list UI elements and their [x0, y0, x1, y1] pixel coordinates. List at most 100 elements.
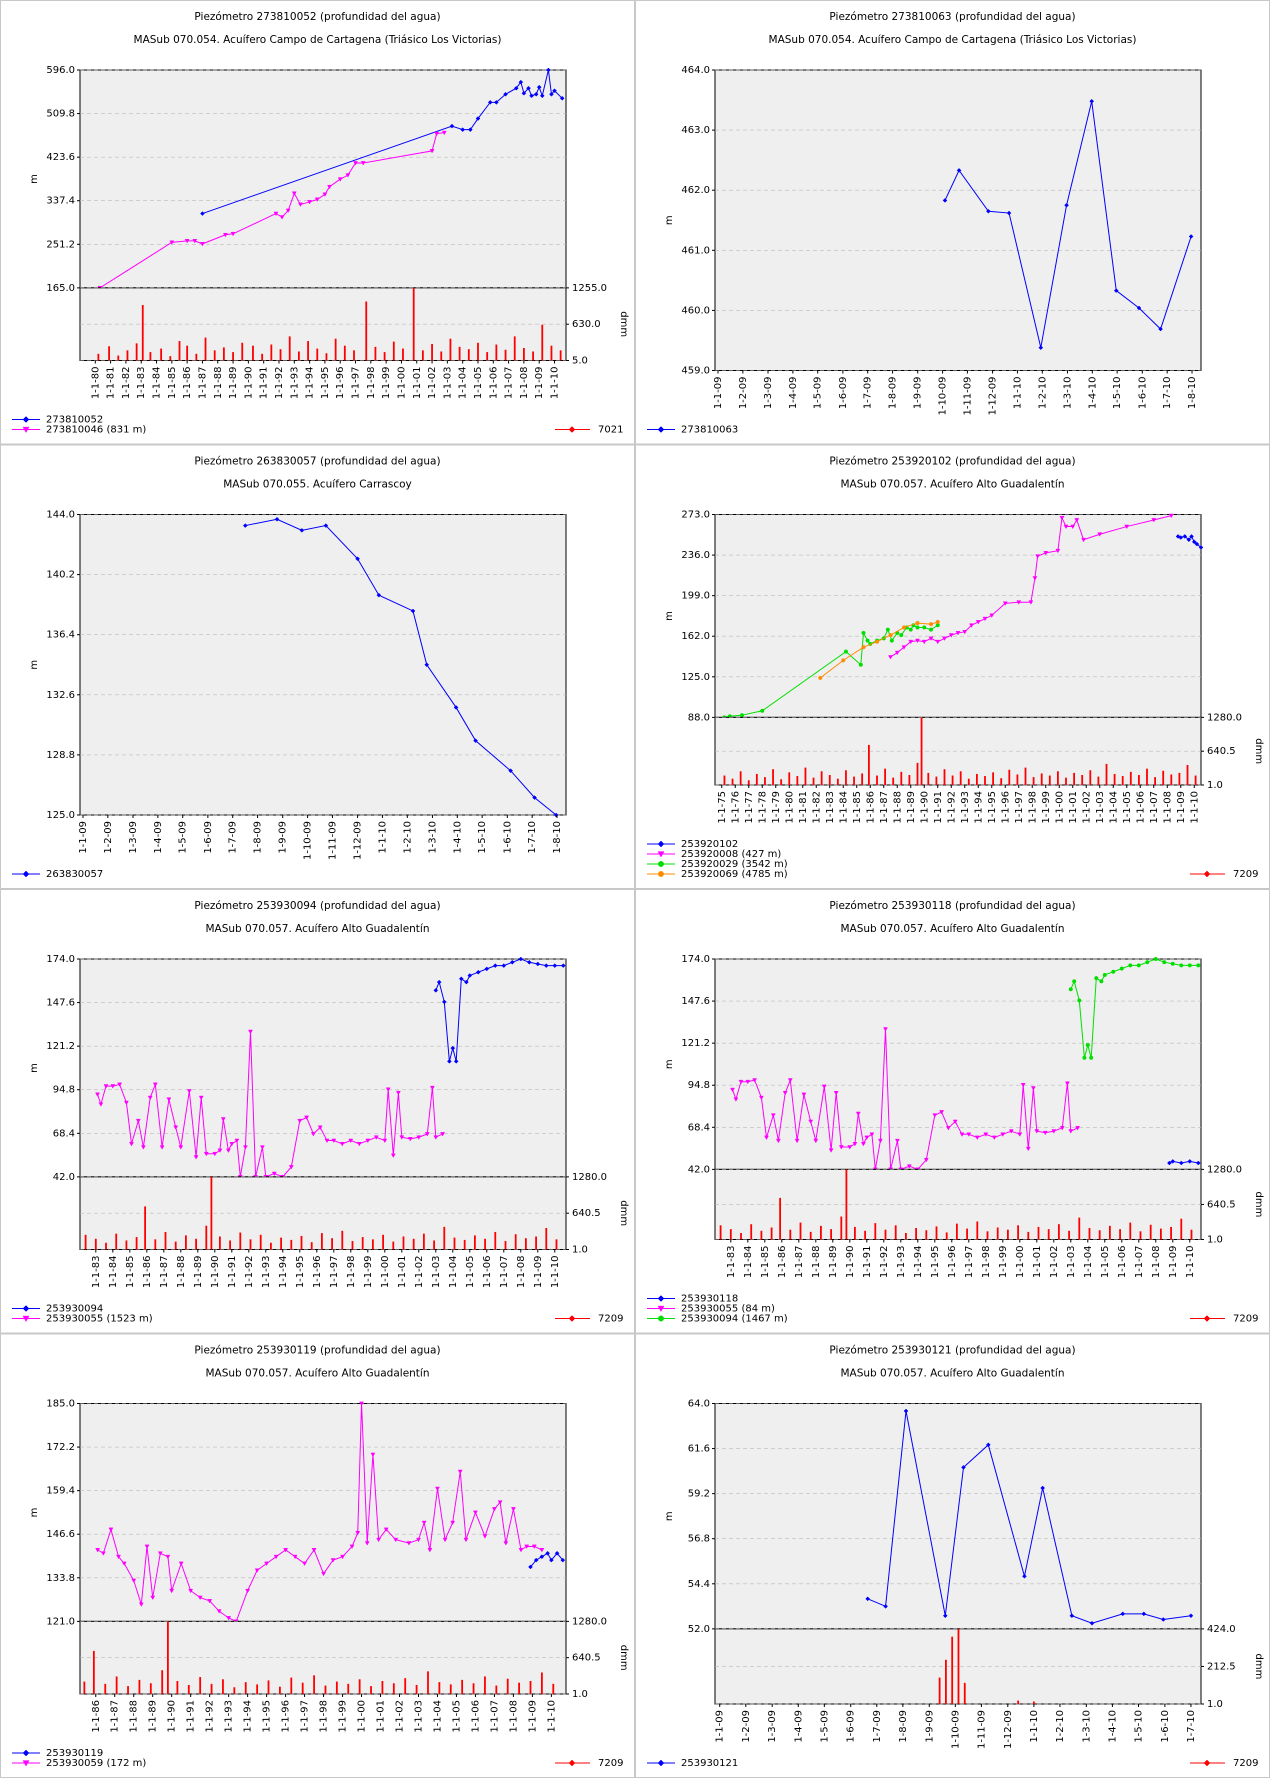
legend-swatch [657, 426, 665, 433]
precip-tick-label: 1280.0 [1207, 712, 1242, 723]
x-tick-label: 1-1-10 [1185, 1246, 1196, 1279]
plot-area [79, 514, 567, 816]
series-line [202, 69, 563, 215]
data-point [531, 1544, 537, 1549]
precip-bar [1190, 1229, 1193, 1240]
y-tick-label: 172.2 [46, 1442, 75, 1453]
data-point [1189, 534, 1194, 539]
x-tick-label: 1-1-85 [760, 1246, 771, 1279]
x-tick-label: 1-1-92 [946, 791, 957, 824]
precip-bar [1032, 1701, 1035, 1704]
x-tick-label: 1-3-10 [1081, 1710, 1092, 1743]
data-point [982, 616, 988, 622]
x-tick-label: 1-1-86 [865, 791, 876, 824]
data-point [311, 1548, 317, 1553]
precip-bar [135, 343, 138, 361]
x-tick-label: 1-1-88 [892, 791, 903, 824]
x-tick-label: 1-1-08 [508, 1700, 519, 1733]
data-point [435, 1486, 440, 1492]
precip-bar [443, 1226, 446, 1250]
data-point [166, 1097, 172, 1102]
precip-bar [1024, 767, 1027, 785]
data-point [424, 1132, 430, 1137]
data-point [395, 1090, 401, 1096]
x-tick-label: 1-11-09 [962, 377, 973, 416]
x-tick-label: 1-1-05 [451, 1700, 462, 1733]
data-point [393, 1537, 399, 1543]
precip-bar [955, 1223, 958, 1240]
precip-bar [117, 355, 120, 361]
data-point [324, 1138, 330, 1144]
x-tick-label: 1-8-09 [888, 377, 899, 410]
data-point [1059, 1126, 1065, 1131]
y-tick-label: 94.8 [53, 1085, 75, 1096]
data-point [217, 1148, 223, 1153]
precip-bar [951, 1636, 954, 1704]
precip-bar [966, 1228, 968, 1240]
y-tick-label: 461.0 [681, 245, 710, 256]
legend-label: 253930121 [681, 1758, 738, 1769]
data-point [230, 231, 236, 237]
precip-bar [412, 287, 415, 361]
data-point [942, 636, 947, 641]
data-point [407, 1137, 413, 1142]
precip-bar [1149, 1224, 1152, 1240]
precip-bar [967, 778, 970, 785]
x-tick-label: 1-1-79 [771, 791, 782, 824]
data-point [1170, 1159, 1176, 1164]
y-tick-label: 165.0 [46, 283, 75, 294]
x-tick-label: 1-10-09 [303, 821, 314, 860]
precip-bar [115, 1676, 118, 1694]
data-point [1089, 98, 1095, 104]
precip-bar [301, 1682, 304, 1694]
data-point [510, 1507, 516, 1512]
data-point [956, 168, 962, 173]
data-point [894, 1138, 900, 1144]
x-tick-label: 1-1-90 [845, 1246, 856, 1279]
legend-label: 253930118 [681, 1294, 738, 1305]
data-point [518, 79, 524, 85]
precip-bar [232, 352, 234, 361]
data-point [1191, 539, 1197, 545]
data-point [135, 1118, 141, 1124]
precip-bar [219, 1236, 221, 1250]
precip-bar [540, 1672, 543, 1694]
data-point [359, 1401, 364, 1407]
precip-bar [514, 1234, 517, 1250]
data-point [212, 1151, 218, 1157]
x-tick-label: 1-1-80 [90, 367, 101, 400]
precip-bar [279, 349, 282, 361]
precip-tick-label: 640.5 [1207, 746, 1236, 757]
precip-bar [559, 350, 562, 361]
y-tick-label: 132.6 [46, 690, 75, 701]
x-tick-label: 1-9-09 [913, 377, 924, 410]
precip-bar [550, 345, 553, 361]
x-tick-label: 1-1-95 [930, 1246, 941, 1279]
x-tick-label: 1-1-98 [366, 367, 377, 400]
data-point [509, 959, 515, 965]
data-point [1038, 345, 1044, 351]
precip-bar [504, 1241, 507, 1250]
y-tick-label: 133.8 [46, 1573, 75, 1584]
x-tick-label: 1-1-93 [896, 1246, 907, 1279]
precip-bar [523, 348, 525, 361]
precip-bar [270, 344, 273, 361]
data-point [203, 1151, 209, 1157]
data-point [259, 1145, 265, 1150]
chart-title: Piezómetro 253930121 (profundidad del ag… [829, 1345, 1075, 1357]
x-tick-label: 1-2-10 [1055, 1710, 1066, 1743]
precip-axis-label: dmm [618, 1200, 629, 1226]
data-point [865, 1596, 871, 1602]
precip-bar [261, 353, 264, 361]
data-point [843, 649, 849, 654]
series-line [724, 624, 939, 718]
data-point [108, 1527, 114, 1532]
y-tick-label: 459.0 [681, 366, 710, 377]
precip-bar [1098, 1230, 1101, 1240]
precip-bar [945, 1232, 948, 1240]
data-point [1074, 518, 1080, 523]
x-tick-label: 1-8-09 [898, 1710, 909, 1743]
x-tick-label: 1-1-00 [357, 1700, 368, 1733]
x-tick-label: 1-1-82 [121, 367, 132, 400]
data-point [821, 1084, 827, 1090]
